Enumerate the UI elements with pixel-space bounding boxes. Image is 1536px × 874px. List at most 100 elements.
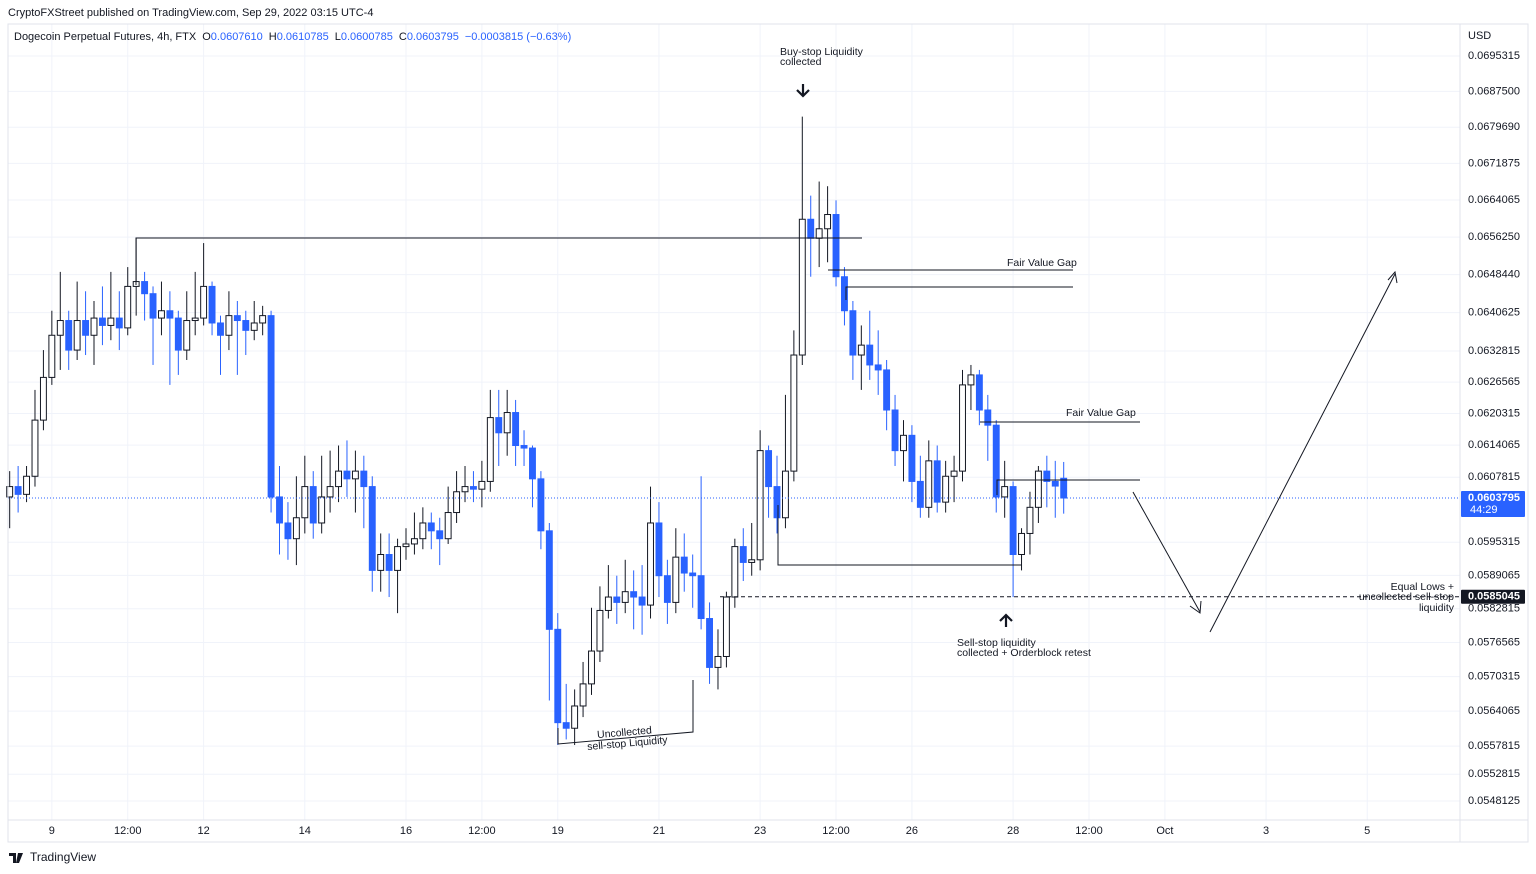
candle-body [469,486,477,490]
candle-body [925,460,933,508]
publish-header: CryptoFXStreet published on TradingView.… [8,7,373,19]
projection-line [1132,491,1201,613]
plot-area [6,24,1460,820]
x-tick-label: 23 [754,825,766,837]
candle-body [335,470,342,488]
y-tick-label: 0.0671875 [1468,157,1520,169]
candle-body [1043,470,1051,482]
candle-body [950,470,958,477]
candle-body [453,491,461,514]
candle-body [115,317,123,329]
candle-body [571,705,579,729]
x-tick-label: 9 [49,825,55,837]
candle-body [242,320,250,331]
candle-body [217,322,224,336]
swing-high-line [135,237,862,285]
candle-body [663,575,671,603]
y-tick-label: 0.0589065 [1468,569,1520,581]
orderblock-line [777,505,1022,566]
x-tick-label: Oct [1156,825,1173,837]
candle-body [82,320,90,336]
x-tick-label: 16 [400,825,412,837]
candle-body [798,218,806,356]
candle-body [891,409,899,452]
candle-body [318,496,326,524]
annotation: uncollected sell-stop [1359,591,1454,603]
candle-body [343,470,351,480]
candle-body [849,310,857,356]
y-tick-label: 0.0695315 [1468,50,1520,62]
candle-body [23,475,31,495]
y-tick-label: 0.0626565 [1468,376,1520,388]
close: 0.0603795 [407,31,459,43]
candle-body [478,480,486,490]
candle-body [1034,470,1042,508]
candle-body [773,486,781,519]
candle-body [276,496,283,524]
o-label: O [202,31,211,43]
candle-body [503,412,511,434]
candle-body [166,310,174,319]
candle-body [722,596,730,657]
candle-body [377,554,385,571]
annotation: Sell-stop liquidity [957,637,1037,649]
y-tick-label: 0.0614065 [1468,439,1520,451]
candle-body [588,650,595,685]
candle-body [495,417,503,434]
price-tag-label: 0.0585045 [1468,591,1520,603]
annotation: liquidity [1419,602,1455,614]
candle-body [267,315,275,498]
annotation: Buy-stop Liquidity [780,46,864,58]
y-tick-label: 0.0607815 [1468,471,1520,483]
candle-body [250,322,258,331]
candle-body [385,554,393,571]
y-tick-label: 0.0552815 [1468,768,1520,780]
candle-body [284,522,292,540]
candle-body [512,412,520,447]
arrow-head [1189,600,1202,614]
candle-body [756,450,764,561]
candle-body [56,320,64,336]
countdown: 44:29 [1470,504,1498,516]
equal-lows-line [557,680,694,745]
candle-body [48,334,56,378]
arrow [999,613,1013,622]
candle-body [874,364,882,371]
arrow [796,89,810,98]
l-label: L [335,31,341,43]
candle-body [351,470,359,480]
c-label: C [399,31,407,43]
candle-body [554,628,562,724]
candle-body [621,591,629,603]
candle-body [141,281,149,295]
price-tag-label: 0.0603795 [1468,492,1520,504]
legend: Dogecoin Perpetual Futures, 4h, FTX O0.06… [14,31,571,43]
candle-body [748,559,756,563]
high: 0.0610785 [277,31,329,43]
candle-body [368,486,376,571]
fvg-line [845,286,1073,300]
annotation: Uncollected [597,724,653,741]
x-tick-label: 19 [552,825,564,837]
x-tick-label: 12 [197,825,209,837]
footer: TradingView [9,850,96,864]
candle-body [259,315,267,324]
candle-body [807,218,815,239]
candle-body [107,317,115,326]
candle-body [174,317,182,351]
h-label: H [269,31,277,43]
annotation: Equal Lows + [1391,581,1454,593]
candle-body [360,470,368,488]
price-tag [1461,589,1525,604]
currency: USD [1468,30,1491,42]
candle-body [765,450,773,488]
y-tick-label: 0.0576565 [1468,636,1520,648]
x-tick-label: 21 [653,825,665,837]
candle-body [604,596,612,611]
y-tick-label: 0.0548125 [1468,795,1520,807]
price-tag [1461,491,1525,518]
candle-body [680,556,688,574]
candle-body [1026,506,1034,534]
candle-body [992,424,1000,498]
